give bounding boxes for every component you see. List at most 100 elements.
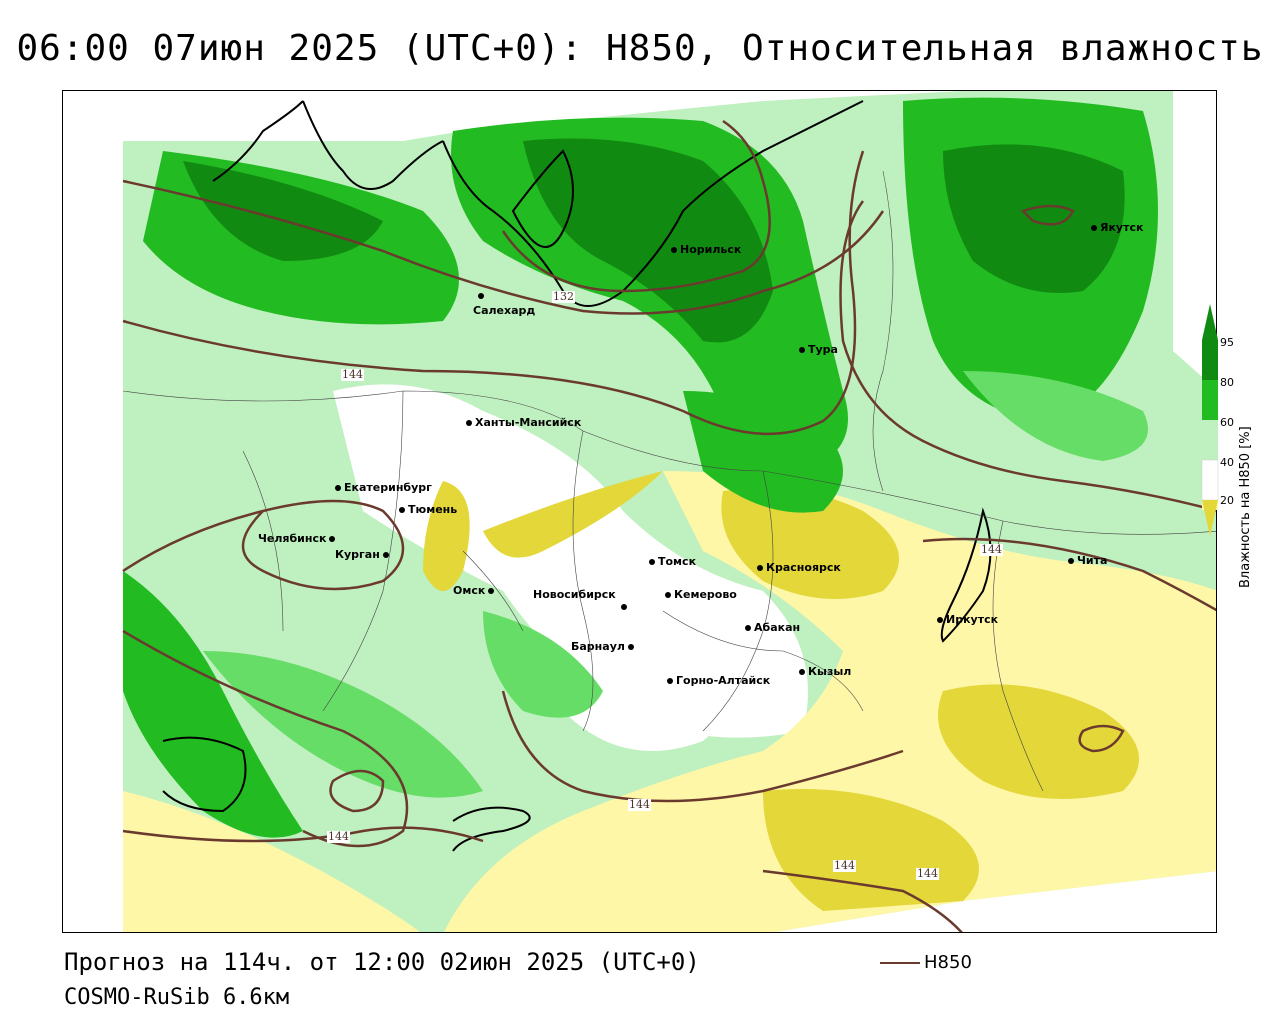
city-marker [667,678,673,684]
city-name: Тура [808,343,838,356]
city-name: Ханты-Мансийск [475,416,582,429]
city-label[interactable]: Красноярск [757,561,841,574]
contour-label: 144 [916,867,939,880]
h850-contour [122,826,484,843]
h850-contour [922,537,1216,612]
caspian-coast [162,736,247,813]
wet-region [683,391,843,513]
city-marker [335,485,341,491]
city-marker [488,588,495,594]
city-name: Абакан [754,621,801,634]
city-label[interactable]: Тура [799,343,838,356]
contour-label: 144 [628,798,651,811]
city-label[interactable]: Кызыл [799,665,851,678]
city-marker [745,625,751,631]
city-label[interactable]: Новосибирск [533,588,616,601]
coastline [511,149,574,248]
map-area[interactable]: 132 144 144 144 144 144 144 Якутск Норил… [62,90,1217,933]
city-name: Томск [658,555,697,568]
h850-contour [839,200,1216,512]
neutral-region [333,384,808,738]
very-dry-region [721,488,899,599]
city-label[interactable]: Ханты-Мансийск [466,416,581,429]
forecast-info: Прогноз на 114ч. от 12:00 02июн 2025 (UT… [64,948,700,976]
city-name: Тюмень [408,503,458,516]
h850-contour [122,179,885,315]
city-label[interactable]: Курган [335,548,392,561]
city-name: Горно-Алтайск [676,674,771,687]
city-name: Новосибирск [533,588,616,601]
very-dry-region [423,481,470,591]
city-label[interactable]: Якутск [1091,221,1143,234]
h850-contour [329,769,385,813]
dry-region [123,791,421,932]
city-name: Кемерово [674,588,737,601]
city-marker [671,247,677,253]
moist-region [203,651,483,798]
city-marker [1091,225,1097,231]
city-name: Якутск [1100,221,1144,234]
city-marker [466,420,472,426]
h850-contour [122,150,865,436]
city-label[interactable]: Норильск [671,243,741,256]
h850-contour [1020,204,1075,226]
city-label[interactable]: Абакан [745,621,800,634]
city-name: Челябинск [258,532,327,545]
city-label[interactable]: Тюмень [399,503,457,516]
city-label[interactable]: Томск [649,555,696,568]
h850-contour [122,499,405,591]
h850-contour [762,869,963,932]
contour-label: 144 [980,543,1003,556]
contour-label: 144 [327,830,350,843]
city-name-label: Салехард [473,304,536,317]
city-label[interactable]: Чита [1068,554,1107,567]
h850-contour [501,119,771,293]
contour-label: 144 [341,368,364,381]
city-marker [799,669,805,675]
city-name: Норильск [680,243,742,256]
city-marker [1068,558,1074,564]
legend-tick: 60 [1220,416,1234,429]
h850-contour [1078,724,1125,753]
city-label[interactable]: Челябинск [258,532,338,545]
city-label[interactable]: Екатеринбург [335,481,432,494]
legend-tick: 80 [1220,376,1234,389]
h850-contours [122,119,1216,932]
city-label[interactable]: Омск [453,584,497,597]
legend-tick: 20 [1220,494,1234,507]
city-marker [799,347,805,353]
city-marker [621,604,627,610]
city-marker [627,644,634,650]
h850-contour [501,690,904,803]
city-label[interactable]: Горно-Алтайск [667,674,770,687]
lake-baikal [940,507,992,643]
contour-label: 132 [552,290,575,303]
city-marker [329,536,336,542]
city-name: Кызыл [808,665,852,678]
city-marker-only [621,600,630,613]
city-marker [382,552,389,558]
admin-boundaries [122,170,1216,792]
map-title: 06:00 07июн 2025 (UTC+0): H850, Относите… [16,28,1264,69]
moist-region [483,611,603,718]
city-name: Омск [453,584,486,597]
city-label[interactable]: Кемерово [665,588,737,601]
very-wet-region [943,144,1125,293]
city-name: Курган [335,548,380,561]
city-label[interactable]: Иркутск [937,613,998,626]
city-marker [937,617,943,623]
model-name: COSMO-RuSib 6.6км [64,985,290,1010]
city-label[interactable]: Барнаул [571,640,637,653]
h850-line-sample [880,962,920,964]
dry-region [444,471,1216,932]
city-marker [665,592,671,598]
city-label[interactable] [478,289,487,302]
city-name: Иркутск [946,613,999,626]
humidity-colorbar [1201,304,1219,536]
legend-title: Влажность на H850 [%] [1238,426,1253,588]
city-marker [399,507,405,513]
city-name: Екатеринбург [344,481,432,494]
city-name: Барнаул [571,640,625,653]
very-dry-region [763,789,979,911]
very-dry-region [938,684,1139,799]
